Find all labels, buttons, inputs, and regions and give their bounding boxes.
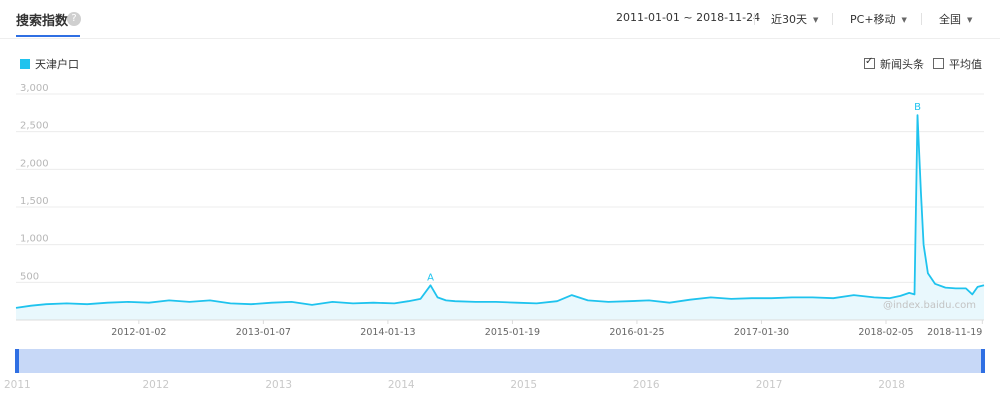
x-tick-label: 2013-01-07 (236, 327, 291, 338)
y-tick-label: 3,000 (20, 83, 49, 94)
y-tick-label: 1,000 (20, 234, 49, 245)
period-label: 近30天 (771, 13, 807, 26)
date-range-label: 2011-01-01 ~ 2018-11-24 (616, 11, 761, 24)
navigator-right-handle[interactable] (981, 349, 985, 373)
average-checkbox[interactable]: 平均值 (933, 56, 982, 72)
divider (754, 13, 755, 25)
legend-item[interactable]: 天津户口 (20, 56, 79, 72)
caret-down-icon: ▼ (901, 16, 907, 24)
navigator-year-label: 2011 (4, 379, 31, 391)
checkbox-unchecked-icon (933, 58, 944, 69)
page-title: 搜索指数 (16, 14, 69, 29)
news-checkbox[interactable]: ✓ 新闻头条 (864, 56, 924, 72)
search-index-chart[interactable]: 500 1,000 1,500 2,000 2,500 3,000 2012-01-02 20… (0, 80, 1000, 342)
navigator-year-label: 2016 (633, 379, 660, 391)
x-tick-label: 2018-11-19 (927, 327, 982, 338)
series-area (16, 115, 984, 320)
navigator-year-label: 2013 (265, 379, 292, 391)
top-bar: 搜索指数 ? 2011-01-01 ~ 2018-11-24 近30天 ▼ PC+… (0, 0, 1000, 39)
x-tick-label: 2014-01-13 (360, 327, 415, 338)
y-tick-label: 2,000 (20, 158, 49, 169)
x-tick-label: 2012-01-02 (111, 327, 166, 338)
question-icon[interactable]: ? (67, 12, 81, 26)
y-tick-label: 500 (20, 271, 39, 282)
navigator-selection[interactable] (16, 349, 984, 373)
caret-down-icon: ▼ (813, 16, 819, 24)
device-label: PC+移动 (850, 13, 896, 26)
annotation-label[interactable]: B (914, 102, 921, 113)
average-label: 平均值 (949, 58, 982, 71)
checkbox-checked-icon: ✓ (864, 56, 875, 69)
legend-swatch (20, 59, 30, 69)
range-navigator[interactable]: 2011 2012 2013 2014 2015 2016 2017 2018 (0, 345, 1000, 400)
x-tick-label: 2017-01-30 (734, 327, 789, 338)
navigator-year-label: 2015 (510, 379, 537, 391)
navigator-year-label: 2014 (388, 379, 415, 391)
region-dropdown[interactable]: 全国 ▼ (939, 11, 972, 27)
navigator-year-label: 2012 (143, 379, 170, 391)
period-dropdown[interactable]: 近30天 ▼ (771, 11, 818, 27)
y-tick-label: 2,500 (20, 121, 49, 132)
x-tick-label: 2016-01-25 (609, 327, 664, 338)
x-tick-label: 2015-01-19 (485, 327, 540, 338)
annotation-label[interactable]: A (427, 272, 434, 283)
legend-label: 天津户口 (35, 58, 79, 71)
region-label: 全国 (939, 13, 961, 26)
title-underline (16, 35, 80, 37)
watermark: @index.baidu.com (883, 300, 976, 311)
caret-down-icon: ▼ (967, 16, 973, 24)
news-label: 新闻头条 (880, 58, 924, 71)
y-tick-label: 1,500 (20, 196, 49, 207)
series-line[interactable] (15, 114, 985, 309)
device-dropdown[interactable]: PC+移动 ▼ (850, 11, 907, 27)
divider (921, 13, 922, 25)
date-range-selector[interactable]: 2011-01-01 ~ 2018-11-24 (616, 11, 760, 24)
x-tick-label: 2018-02-05 (858, 327, 913, 338)
navigator-year-label: 2017 (756, 379, 783, 391)
navigator-left-handle[interactable] (15, 349, 19, 373)
navigator-year-label: 2018 (878, 379, 905, 391)
divider (832, 13, 833, 25)
